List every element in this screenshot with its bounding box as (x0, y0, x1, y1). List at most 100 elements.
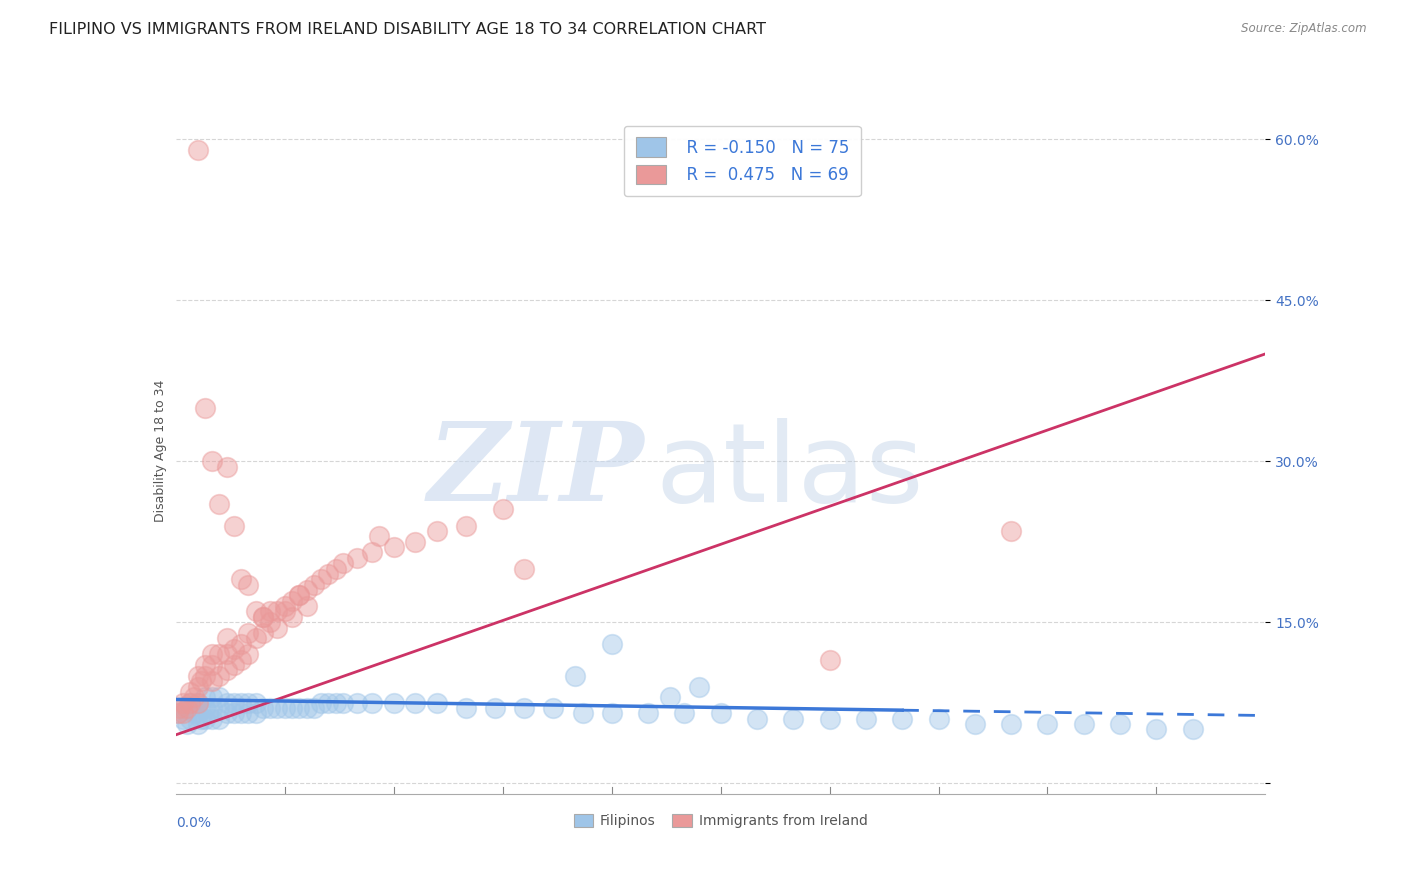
Point (186, 717, 209, 731)
Point (600, 706, 623, 721)
Text: atlas: atlas (655, 417, 924, 524)
Point (688, 680, 710, 694)
Point (543, 701, 565, 715)
Point (274, 599, 297, 613)
Legend: Filipinos, Immigrants from Ireland: Filipinos, Immigrants from Ireland (567, 807, 875, 835)
Point (710, 706, 733, 721)
Point (600, 637, 623, 651)
Point (1000, 524, 1022, 538)
Point (346, 550, 368, 565)
Point (360, 696, 382, 710)
Point (513, 561, 536, 575)
Point (325, 696, 347, 710)
Point (176, 701, 198, 715)
Point (179, 696, 201, 710)
Point (456, 518, 478, 533)
Point (183, 690, 205, 705)
Point (238, 626, 260, 640)
Point (295, 582, 318, 597)
Point (745, 712, 768, 726)
Point (172, 712, 194, 726)
Point (186, 696, 209, 710)
Point (1036, 717, 1059, 731)
Point (172, 706, 194, 721)
Point (215, 664, 238, 678)
Point (571, 706, 593, 721)
Point (673, 706, 696, 721)
Point (281, 701, 304, 715)
Point (231, 696, 253, 710)
Point (201, 674, 224, 689)
Point (1181, 723, 1204, 737)
Text: FILIPINO VS IMMIGRANTS FROM IRELAND DISABILITY AGE 18 TO 34 CORRELATION CHART: FILIPINO VS IMMIGRANTS FROM IRELAND DISA… (49, 22, 766, 37)
Point (172, 701, 194, 715)
Point (208, 669, 231, 683)
Point (332, 696, 354, 710)
Point (222, 658, 245, 673)
Point (818, 653, 841, 667)
Point (564, 669, 586, 683)
Point (179, 701, 201, 715)
Point (346, 696, 368, 710)
Point (176, 717, 198, 731)
Point (179, 685, 201, 699)
Point (1000, 717, 1022, 731)
Point (252, 626, 274, 640)
Point (426, 524, 449, 538)
Point (231, 653, 253, 667)
Point (194, 701, 217, 715)
Point (215, 459, 238, 474)
Point (382, 696, 405, 710)
Point (259, 701, 281, 715)
Point (190, 674, 212, 689)
Point (238, 696, 260, 710)
Point (382, 540, 405, 554)
Point (405, 696, 427, 710)
Point (252, 609, 274, 624)
Point (238, 577, 260, 591)
Point (266, 604, 288, 618)
Point (208, 690, 231, 705)
Point (658, 690, 681, 705)
Point (194, 690, 217, 705)
Point (208, 701, 231, 715)
Point (274, 701, 297, 715)
Point (484, 701, 506, 715)
Point (208, 712, 231, 726)
Point (252, 609, 274, 624)
Point (426, 696, 449, 710)
Point (215, 706, 238, 721)
Point (231, 706, 253, 721)
Point (194, 669, 217, 683)
Point (492, 502, 515, 516)
Point (231, 637, 253, 651)
Point (231, 572, 253, 586)
Point (186, 669, 209, 683)
Point (222, 696, 245, 710)
Point (238, 706, 260, 721)
Point (169, 701, 191, 715)
Point (245, 706, 267, 721)
Point (1146, 723, 1168, 737)
Point (891, 712, 914, 726)
Text: ZIP: ZIP (427, 417, 644, 524)
Point (215, 648, 238, 662)
Point (201, 690, 224, 705)
Y-axis label: Disability Age 18 to 34: Disability Age 18 to 34 (155, 379, 167, 522)
Point (194, 401, 217, 415)
Point (368, 529, 391, 543)
Point (456, 701, 478, 715)
Point (222, 706, 245, 721)
Point (332, 556, 354, 570)
Point (281, 593, 304, 607)
Point (637, 706, 659, 721)
Point (215, 696, 238, 710)
Point (183, 706, 205, 721)
Point (222, 642, 245, 657)
Point (309, 696, 332, 710)
Point (302, 577, 325, 591)
Point (208, 497, 231, 511)
Point (186, 680, 209, 694)
Point (302, 701, 325, 715)
Point (190, 712, 212, 726)
